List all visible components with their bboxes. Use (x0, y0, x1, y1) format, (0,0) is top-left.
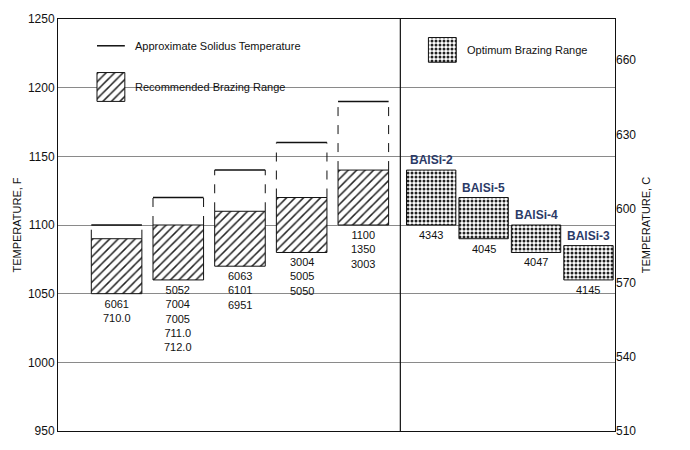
svg-text:BAlSi-2: BAlSi-2 (410, 153, 453, 167)
svg-text:570: 570 (616, 276, 636, 290)
svg-text:1150: 1150 (29, 150, 55, 164)
svg-text:Recommended Brazing Range: Recommended Brazing Range (135, 81, 285, 93)
svg-text:Optimum Brazing Range: Optimum Brazing Range (467, 44, 587, 56)
svg-text:4047: 4047 (524, 256, 548, 268)
svg-text:6061710.0: 6061710.0 (103, 298, 131, 324)
svg-text:950: 950 (35, 424, 55, 438)
svg-text:1050: 1050 (28, 287, 55, 301)
svg-text:BAlSi-3: BAlSi-3 (567, 229, 610, 243)
svg-text:510: 510 (616, 424, 636, 438)
svg-text:TEMPERATURE, C: TEMPERATURE, C (640, 177, 652, 273)
svg-text:606361016951: 606361016951 (228, 270, 252, 311)
svg-text:630: 630 (616, 128, 636, 142)
svg-text:Approximate Solidus Temperatur: Approximate Solidus Temperature (135, 40, 301, 52)
svg-text:300450055050: 300450055050 (290, 256, 314, 297)
svg-text:BAlSi-5: BAlSi-5 (462, 181, 505, 195)
svg-text:660: 660 (616, 53, 636, 67)
svg-text:600: 600 (616, 202, 636, 216)
svg-text:TEMPERATURE, F: TEMPERATURE, F (11, 177, 23, 272)
svg-text:110013503003: 110013503003 (351, 229, 375, 270)
svg-text:505270047005711.0712.0: 505270047005711.0712.0 (164, 284, 192, 353)
svg-text:540: 540 (616, 350, 636, 364)
svg-text:BAlSi-4: BAlSi-4 (515, 208, 558, 222)
svg-text:1100: 1100 (29, 218, 55, 232)
svg-text:1000: 1000 (28, 356, 55, 370)
svg-text:4045: 4045 (472, 243, 496, 255)
svg-text:4343: 4343 (419, 229, 443, 241)
svg-text:4145: 4145 (576, 284, 600, 296)
svg-text:1200: 1200 (28, 81, 55, 95)
svg-text:1250: 1250 (28, 12, 55, 26)
